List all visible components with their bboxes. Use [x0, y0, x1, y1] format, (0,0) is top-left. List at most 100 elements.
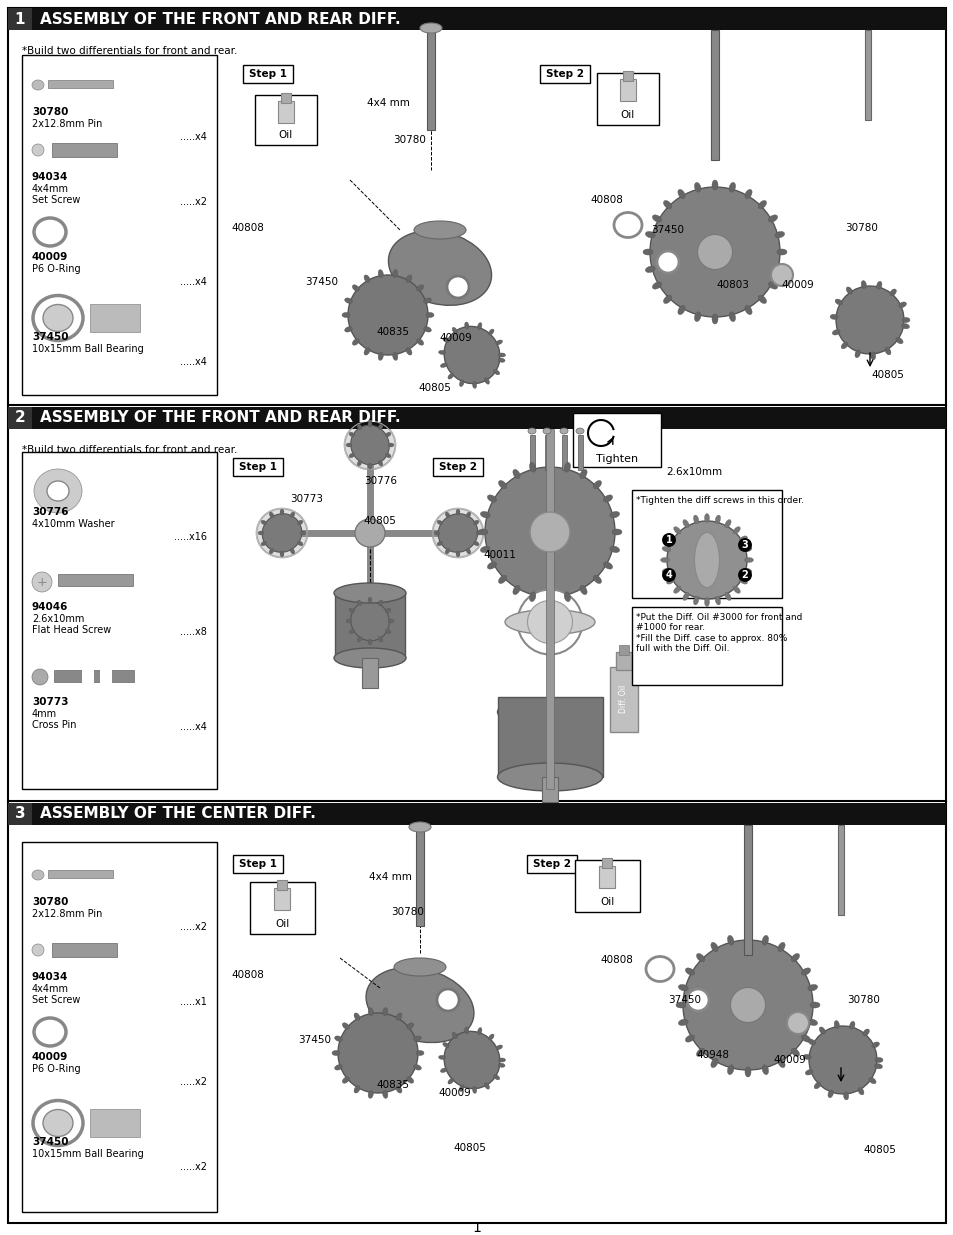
Bar [281, 93, 291, 103]
Ellipse shape [269, 513, 274, 517]
Text: *Build two differentials for front and rear.: *Build two differentials for front and r… [22, 46, 237, 56]
Ellipse shape [527, 429, 536, 433]
Ellipse shape [434, 531, 439, 535]
Ellipse shape [385, 629, 391, 634]
Bar [497, 697, 602, 777]
Bar [277, 101, 294, 124]
Text: 2.6x10mm: 2.6x10mm [665, 467, 721, 477]
Text: Oil: Oil [278, 130, 293, 140]
Ellipse shape [34, 469, 82, 513]
Text: 40011: 40011 [482, 550, 516, 559]
Text: 40803: 40803 [716, 280, 749, 290]
Ellipse shape [898, 303, 905, 308]
Bar [8, 803, 32, 825]
Ellipse shape [416, 1051, 423, 1056]
Ellipse shape [445, 513, 449, 517]
Bar [54, 671, 133, 682]
Bar [837, 825, 843, 915]
Ellipse shape [739, 578, 747, 584]
Ellipse shape [388, 619, 394, 622]
Ellipse shape [32, 80, 44, 90]
Ellipse shape [368, 421, 372, 427]
Ellipse shape [496, 340, 502, 345]
Ellipse shape [414, 221, 465, 240]
Ellipse shape [673, 526, 680, 534]
Text: P6 O-Ring: P6 O-Ring [32, 264, 81, 274]
Ellipse shape [488, 329, 494, 335]
Text: Step 2: Step 2 [438, 462, 476, 472]
Ellipse shape [388, 443, 394, 447]
Text: 40805: 40805 [363, 516, 396, 526]
Bar [22, 842, 216, 1212]
Text: 30773: 30773 [32, 697, 69, 706]
Ellipse shape [901, 317, 909, 322]
Ellipse shape [895, 337, 902, 343]
Text: 4x4 mm: 4x4 mm [368, 872, 411, 882]
Ellipse shape [477, 529, 488, 535]
Ellipse shape [579, 469, 586, 478]
Ellipse shape [661, 546, 670, 552]
Ellipse shape [728, 183, 735, 193]
Ellipse shape [377, 269, 383, 278]
Ellipse shape [504, 610, 595, 635]
Bar [539, 65, 589, 83]
Text: 10x15mm Ball Bearing: 10x15mm Ball Bearing [32, 345, 144, 354]
Ellipse shape [342, 1077, 349, 1083]
Ellipse shape [744, 1067, 750, 1077]
Text: 94034: 94034 [32, 172, 69, 182]
Text: 40808: 40808 [232, 969, 264, 981]
Ellipse shape [770, 264, 792, 287]
Text: 40835: 40835 [376, 327, 409, 337]
Ellipse shape [742, 546, 751, 552]
Bar [90, 1109, 140, 1137]
Ellipse shape [603, 495, 612, 503]
Ellipse shape [409, 823, 431, 832]
Ellipse shape [845, 287, 852, 294]
Ellipse shape [476, 531, 481, 535]
Ellipse shape [874, 1063, 882, 1068]
Ellipse shape [744, 189, 751, 199]
Text: 30780: 30780 [391, 906, 424, 918]
Ellipse shape [349, 432, 355, 437]
Ellipse shape [889, 289, 896, 296]
Bar [8, 7, 32, 30]
Bar [52, 143, 117, 157]
Ellipse shape [33, 1100, 83, 1146]
Text: 2x12.8mm Pin: 2x12.8mm Pin [32, 119, 102, 128]
Ellipse shape [480, 546, 490, 552]
Ellipse shape [767, 215, 777, 222]
Ellipse shape [473, 541, 478, 546]
Ellipse shape [694, 183, 700, 193]
Ellipse shape [724, 593, 730, 600]
Ellipse shape [477, 322, 481, 330]
Ellipse shape [346, 619, 352, 622]
Ellipse shape [666, 536, 674, 542]
Ellipse shape [901, 324, 908, 329]
Bar [743, 825, 751, 955]
Ellipse shape [498, 480, 506, 489]
Text: Tighten: Tighten [596, 454, 638, 464]
Ellipse shape [661, 568, 670, 573]
Ellipse shape [480, 511, 490, 517]
Ellipse shape [348, 275, 428, 354]
Ellipse shape [299, 531, 306, 535]
Ellipse shape [423, 298, 431, 304]
Ellipse shape [335, 1065, 342, 1070]
Text: 4x4mm: 4x4mm [32, 984, 69, 994]
Ellipse shape [808, 1026, 876, 1094]
Ellipse shape [436, 541, 442, 546]
Ellipse shape [34, 1018, 66, 1046]
Ellipse shape [576, 429, 583, 433]
Ellipse shape [807, 984, 817, 990]
Ellipse shape [262, 514, 301, 552]
Ellipse shape [394, 958, 446, 976]
Ellipse shape [269, 548, 274, 555]
Ellipse shape [406, 348, 412, 354]
Ellipse shape [448, 1078, 454, 1084]
Text: Flat Head Screw: Flat Head Screw [32, 625, 112, 635]
Ellipse shape [444, 1031, 499, 1088]
Ellipse shape [530, 513, 569, 552]
Ellipse shape [39, 1023, 61, 1041]
Ellipse shape [777, 942, 784, 951]
Ellipse shape [349, 453, 355, 458]
